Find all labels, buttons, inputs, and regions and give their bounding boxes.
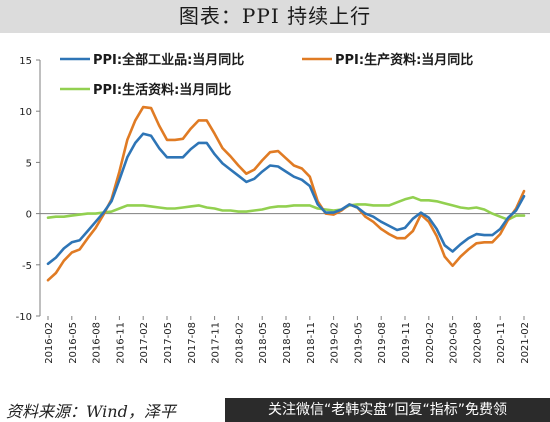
x-tick-label: 2016-11 — [115, 322, 126, 364]
legend-label-3: PPI:生活资料:当月同比 — [93, 82, 231, 98]
y-tick-label: 10 — [19, 107, 32, 118]
x-tick-label: 2019-05 — [353, 322, 364, 364]
x-tick-label: 2016-02 — [44, 322, 55, 364]
x-tick-label: 2020-02 — [425, 322, 436, 364]
x-tick-label: 2017-08 — [187, 322, 198, 364]
x-tick-label: 2020-11 — [496, 322, 507, 364]
x-tick-label: 2018-05 — [258, 322, 269, 364]
series-line-1 — [46, 132, 526, 266]
x-tick-label: 2021-02 — [520, 322, 531, 364]
x-tick-label: 2016-08 — [92, 322, 103, 364]
x-tick-label: 2017-11 — [211, 322, 222, 364]
watermark-badge: 关注微信“老韩实盘”回复“指标”免费领 — [225, 398, 550, 422]
x-tick-label: 2018-08 — [282, 322, 293, 364]
x-tick-label: 2017-05 — [163, 322, 174, 364]
y-tick-label: 5 — [26, 158, 32, 169]
x-tick-label: 2019-11 — [401, 322, 412, 364]
series-line-2 — [46, 105, 526, 282]
x-tick-label: 2018-11 — [306, 322, 317, 364]
x-tick-label: 2016-05 — [68, 322, 79, 364]
legend: PPI:全部工业品:当月同比 PPI:生产资料:当月同比 PPI:生活资料:当月同比 — [60, 52, 473, 98]
y-tick-label: -10 — [16, 312, 32, 323]
axes: -10 -5 0 5 10 15 2016-02 2016-05 2016-08 2016-11 2… — [16, 56, 531, 364]
legend-label-1: PPI:全部工业品:当月同比 — [93, 52, 244, 68]
x-tick-label: 2019-08 — [377, 322, 388, 364]
x-tick-label: 2018-02 — [234, 322, 245, 364]
y-tick-label: 15 — [19, 56, 32, 67]
legend-label-2: PPI:生产资料:当月同比 — [335, 52, 473, 68]
x-tick-label: 2020-08 — [472, 322, 483, 364]
y-tick-label: -5 — [22, 261, 32, 272]
y-tick-label: 0 — [26, 210, 32, 221]
x-tick-label: 2019-02 — [330, 322, 341, 364]
chart-title: 图表：PPI 持续上行 — [0, 0, 550, 33]
x-tick-label: 2020-05 — [449, 322, 460, 364]
x-tick-label: 2017-02 — [139, 322, 150, 364]
source-note: 资料来源：Wind，泽平 — [6, 402, 176, 421]
chart-svg: -10 -5 0 5 10 15 2016-02 2016-05 2016-08 2016-11 2… — [16, 52, 531, 364]
series-layer — [46, 105, 526, 282]
series-line-3 — [46, 195, 526, 221]
